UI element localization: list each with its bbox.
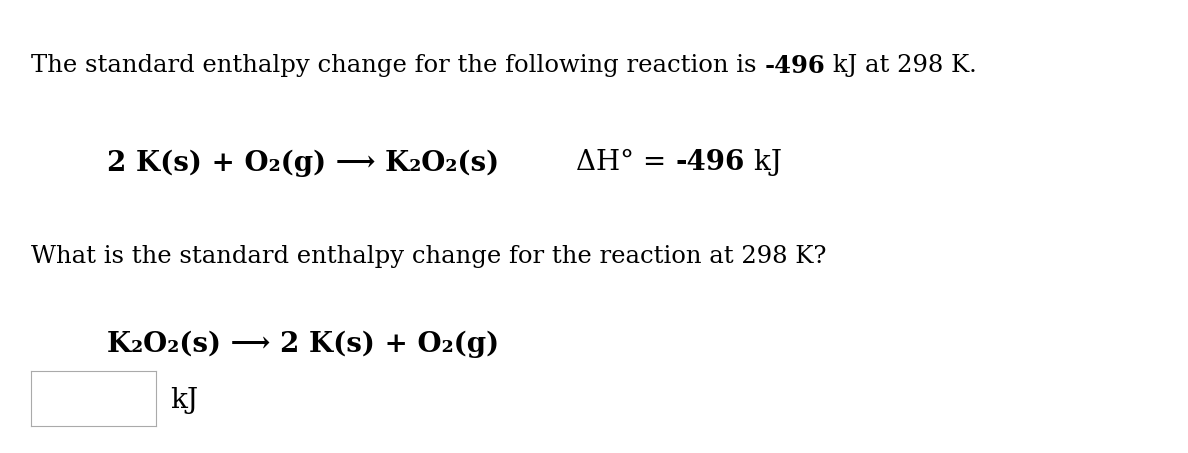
- Text: kJ: kJ: [170, 387, 198, 414]
- Text: What is the standard enthalpy change for the reaction at 298 K?: What is the standard enthalpy change for…: [31, 245, 827, 268]
- Text: -496: -496: [675, 149, 745, 177]
- Text: ΔH° =: ΔH° =: [576, 149, 675, 177]
- Text: K₂O₂(s) ⟶ 2 K(s) + O₂(g): K₂O₂(s) ⟶ 2 K(s) + O₂(g): [107, 331, 499, 358]
- Text: kJ at 298 K.: kJ at 298 K.: [824, 54, 977, 77]
- Text: The standard enthalpy change for the following reaction is: The standard enthalpy change for the fol…: [31, 54, 764, 77]
- Text: 2 K(s) + O₂(g) ⟶ K₂O₂(s): 2 K(s) + O₂(g) ⟶ K₂O₂(s): [107, 149, 499, 177]
- Text: -496: -496: [764, 54, 824, 78]
- Text: kJ: kJ: [745, 149, 782, 177]
